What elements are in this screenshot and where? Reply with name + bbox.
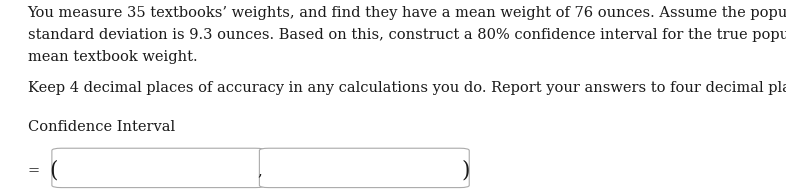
- FancyBboxPatch shape: [259, 148, 469, 188]
- FancyBboxPatch shape: [52, 148, 265, 188]
- Text: ,: ,: [258, 164, 263, 178]
- Text: mean textbook weight.: mean textbook weight.: [28, 50, 197, 64]
- Text: Keep 4 decimal places of accuracy in any calculations you do. Report your answer: Keep 4 decimal places of accuracy in any…: [28, 81, 786, 95]
- Text: (: (: [50, 160, 58, 182]
- Text: =: =: [28, 164, 39, 178]
- Text: You measure 35 textbooks’ weights, and find they have a mean weight of 76 ounces: You measure 35 textbooks’ weights, and f…: [28, 6, 786, 20]
- Text: ): ): [461, 160, 470, 182]
- Text: standard deviation is 9.3 ounces. Based on this, construct a 80% confidence inte: standard deviation is 9.3 ounces. Based …: [28, 28, 786, 42]
- Text: Confidence Interval: Confidence Interval: [28, 120, 174, 134]
